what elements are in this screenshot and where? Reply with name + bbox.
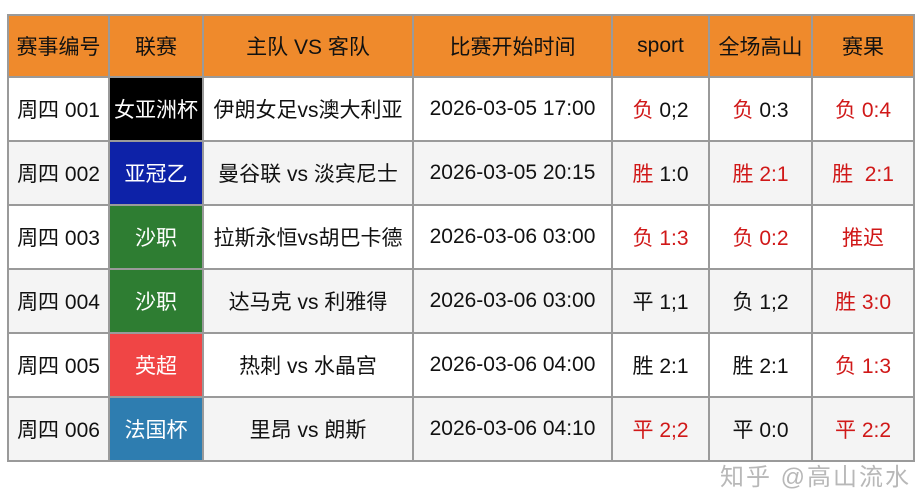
full-outcome: 胜 <box>732 355 754 378</box>
table-row: 周四 004 沙职 达马克 vs 利雅得 2026-03-06 03:00 平 … <box>7 268 915 334</box>
full-cell: 负 0:2 <box>708 204 813 270</box>
table-row: 周四 001 女亚洲杯 伊朗女足vs澳大利亚 2026-03-05 17:00 … <box>7 76 915 142</box>
sport-cell: 负 0;2 <box>611 76 710 142</box>
match-id: 周四 005 <box>7 332 110 398</box>
full-score: 0:0 <box>759 419 789 442</box>
result-cell: 胜 3:0 <box>811 268 915 334</box>
header-league: 联赛 <box>108 14 204 78</box>
sport-score: 1:0 <box>659 163 689 186</box>
league-cell: 法国杯 <box>108 396 204 462</box>
match-id: 周四 006 <box>7 396 110 462</box>
result-cell: 负 1:3 <box>811 332 915 398</box>
league-cell: 女亚洲杯 <box>108 76 204 142</box>
table-row: 周四 002 亚冠乙 曼谷联 vs 淡宾尼士 2026-03-05 20:15 … <box>7 140 915 206</box>
sport-score: 0;2 <box>659 99 689 122</box>
header-id: 赛事编号 <box>7 14 110 78</box>
league-cell: 沙职 <box>108 204 204 270</box>
start-time: 2026-03-06 03:00 <box>412 204 613 270</box>
header-full: 全场高山 <box>708 14 813 78</box>
start-time: 2026-03-05 20:15 <box>412 140 613 206</box>
full-score: 0:2 <box>759 227 789 250</box>
full-outcome: 胜 <box>732 163 754 186</box>
result-cell: 平 2:2 <box>811 396 915 462</box>
sport-outcome: 负 <box>632 99 654 122</box>
full-cell: 负 1;2 <box>708 268 813 334</box>
result-cell: 负 0:4 <box>811 76 915 142</box>
sport-cell: 平 1;1 <box>611 268 710 334</box>
sport-outcome: 平 <box>632 291 654 314</box>
header-match: 主队 VS 客队 <box>202 14 414 78</box>
full-outcome: 负 <box>732 227 754 250</box>
result-cell: 推迟 <box>811 204 915 270</box>
match-id: 周四 002 <box>7 140 110 206</box>
table-row: 周四 006 法国杯 里昂 vs 朗斯 2026-03-06 04:10 平 2… <box>7 396 915 462</box>
full-score: 0:3 <box>759 99 789 122</box>
full-outcome: 负 <box>732 291 754 314</box>
header-result: 赛果 <box>811 14 915 78</box>
header-time: 比赛开始时间 <box>412 14 613 78</box>
match-teams: 热刺 vs 水晶宫 <box>202 332 414 398</box>
match-teams: 曼谷联 vs 淡宾尼士 <box>202 140 414 206</box>
start-time: 2026-03-06 03:00 <box>412 268 613 334</box>
result-cell: 胜 2:1 <box>811 140 915 206</box>
full-score: 2:1 <box>759 163 789 186</box>
league-cell: 英超 <box>108 332 204 398</box>
full-cell: 负 0:3 <box>708 76 813 142</box>
header-sport: sport <box>611 14 710 78</box>
match-teams: 拉斯永恒vs胡巴卡德 <box>202 204 414 270</box>
header-row: 赛事编号 联赛 主队 VS 客队 比赛开始时间 sport 全场高山 赛果 <box>7 14 915 78</box>
start-time: 2026-03-05 17:00 <box>412 76 613 142</box>
full-outcome: 平 <box>732 419 754 442</box>
start-time: 2026-03-06 04:10 <box>412 396 613 462</box>
sport-cell: 胜 2:1 <box>611 332 710 398</box>
full-cell: 胜 2:1 <box>708 140 813 206</box>
match-teams: 伊朗女足vs澳大利亚 <box>202 76 414 142</box>
table-row: 周四 003 沙职 拉斯永恒vs胡巴卡德 2026-03-06 03:00 负 … <box>7 204 915 270</box>
match-teams: 达马克 vs 利雅得 <box>202 268 414 334</box>
match-table: 赛事编号 联赛 主队 VS 客队 比赛开始时间 sport 全场高山 赛果 周四… <box>7 14 915 462</box>
sport-score: 2:1 <box>659 355 689 378</box>
sport-score: 1;1 <box>659 291 689 314</box>
full-score: 2:1 <box>759 355 789 378</box>
match-id: 周四 001 <box>7 76 110 142</box>
sport-score: 2;2 <box>659 419 689 442</box>
match-id: 周四 004 <box>7 268 110 334</box>
sport-score: 1:3 <box>659 227 689 250</box>
full-score: 1;2 <box>759 291 789 314</box>
sport-cell: 负 1:3 <box>611 204 710 270</box>
league-cell: 沙职 <box>108 268 204 334</box>
watermark: 知乎 @高山流水 <box>719 464 911 491</box>
start-time: 2026-03-06 04:00 <box>412 332 613 398</box>
sport-outcome: 平 <box>632 419 654 442</box>
league-cell: 亚冠乙 <box>108 140 204 206</box>
full-cell: 胜 2:1 <box>708 332 813 398</box>
table-row: 周四 005 英超 热刺 vs 水晶宫 2026-03-06 04:00 胜 2… <box>7 332 915 398</box>
sport-outcome: 胜 <box>632 355 654 378</box>
sport-outcome: 胜 <box>632 163 654 186</box>
match-id: 周四 003 <box>7 204 110 270</box>
match-teams: 里昂 vs 朗斯 <box>202 396 414 462</box>
full-outcome: 负 <box>732 99 754 122</box>
sport-cell: 胜 1:0 <box>611 140 710 206</box>
sport-outcome: 负 <box>632 227 654 250</box>
full-cell: 平 0:0 <box>708 396 813 462</box>
sport-cell: 平 2;2 <box>611 396 710 462</box>
